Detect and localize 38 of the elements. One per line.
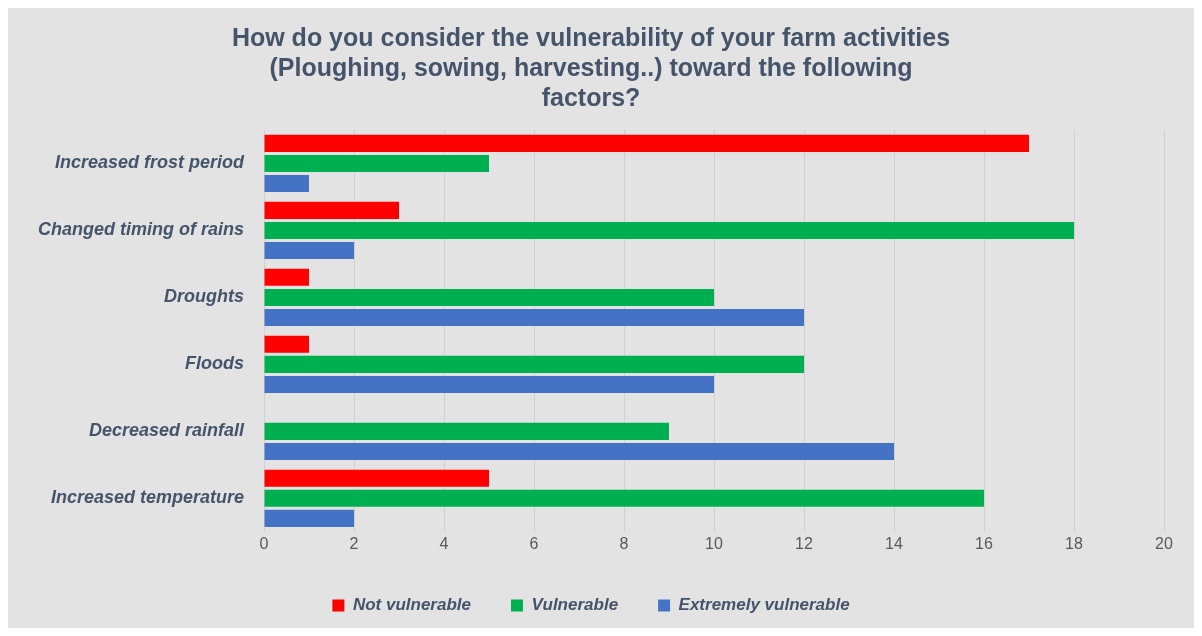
legend-label: Not vulnerable [352, 595, 471, 615]
bar [264, 201, 400, 219]
bar [264, 221, 1074, 239]
bar [264, 335, 310, 353]
bar [264, 442, 894, 460]
x-tick-label: 0 [259, 534, 269, 552]
bar [264, 134, 1029, 152]
x-tick-label: 6 [529, 534, 539, 552]
bar [264, 469, 490, 487]
x-tick-label: 4 [439, 534, 449, 552]
y-tick-label: Increased temperature [50, 487, 245, 508]
bar [264, 175, 310, 193]
bar [264, 509, 355, 527]
x-tick-label: 14 [885, 534, 903, 552]
bar [264, 355, 804, 373]
bar [264, 308, 804, 327]
x-tick-label: 20 [1155, 534, 1173, 552]
x-tick-label: 16 [975, 534, 993, 552]
bar [264, 489, 984, 507]
x-tick-label: 2 [349, 534, 359, 552]
y-tick-label: Floods [185, 353, 245, 374]
y-tick-label: Droughts [164, 286, 245, 307]
y-tick-label: Decreased rainfall [88, 420, 245, 441]
x-tick-label: 18 [1065, 534, 1083, 552]
y-tick-label: Changed timing of rains [37, 219, 245, 240]
x-tick-label: 12 [795, 534, 813, 552]
bar [264, 154, 490, 173]
x-tick-label: 8 [619, 534, 629, 552]
bar [264, 242, 355, 260]
x-tick-label: 10 [705, 534, 723, 552]
legend-label: Extremely vulnerable [678, 595, 850, 615]
y-tick-label: Increased frost period [54, 152, 245, 173]
bar [264, 268, 310, 286]
bar [264, 422, 669, 440]
bar [264, 375, 714, 394]
legend-label: Vulnerable [531, 595, 619, 615]
bar [264, 288, 714, 306]
chart-title: How do you consider the vulnerability of your farm activities (Ploughing, sowing, harvesting..) toward the following factors? [231, 22, 951, 111]
